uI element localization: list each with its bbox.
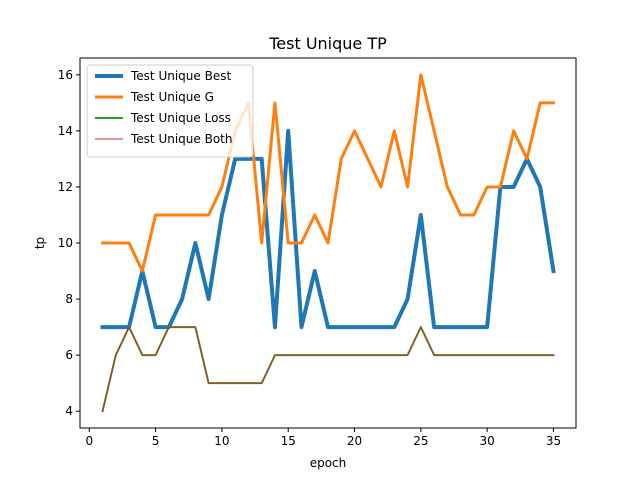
- x-tick-label: 20: [347, 434, 362, 448]
- x-tick-label: 0: [85, 434, 93, 448]
- y-axis-label: tp: [33, 237, 47, 249]
- y-tick-label: 12: [58, 180, 73, 194]
- x-axis: 0 5 10 15 20 25 30 35: [85, 428, 561, 448]
- y-tick-label: 14: [58, 124, 73, 138]
- y-tick-label: 10: [58, 236, 73, 250]
- series-line-3: [101, 326, 554, 412]
- series-line-1: [101, 73, 555, 273]
- y-tick-label: 6: [65, 348, 73, 362]
- legend-label-0: Test Unique Best: [130, 69, 231, 83]
- series-line-0: [100, 128, 556, 330]
- y-tick-label: 8: [65, 292, 73, 306]
- legend-label-3: Test Unique Both: [130, 132, 232, 146]
- x-tick-label: 10: [214, 434, 229, 448]
- x-tick-label: 35: [546, 434, 561, 448]
- x-tick-label: 15: [281, 434, 296, 448]
- x-axis-label: epoch: [310, 456, 347, 470]
- plot-lines: [100, 73, 556, 413]
- y-tick-label: 4: [65, 404, 73, 418]
- legend: Test Unique Best Test Unique G Test Unique…: [86, 64, 254, 158]
- legend-label-1: Test Unique G: [130, 90, 214, 104]
- y-tick-label: 16: [58, 68, 73, 82]
- legend-label-2: Test Unique Loss: [130, 111, 231, 125]
- x-tick-label: 25: [413, 434, 428, 448]
- x-tick-label: 5: [152, 434, 160, 448]
- x-tick-label: 30: [480, 434, 495, 448]
- y-axis: 4 6 8 10 12 14 16: [58, 68, 80, 418]
- legend-box: [86, 64, 254, 158]
- chart-title: Test Unique TP: [268, 34, 387, 53]
